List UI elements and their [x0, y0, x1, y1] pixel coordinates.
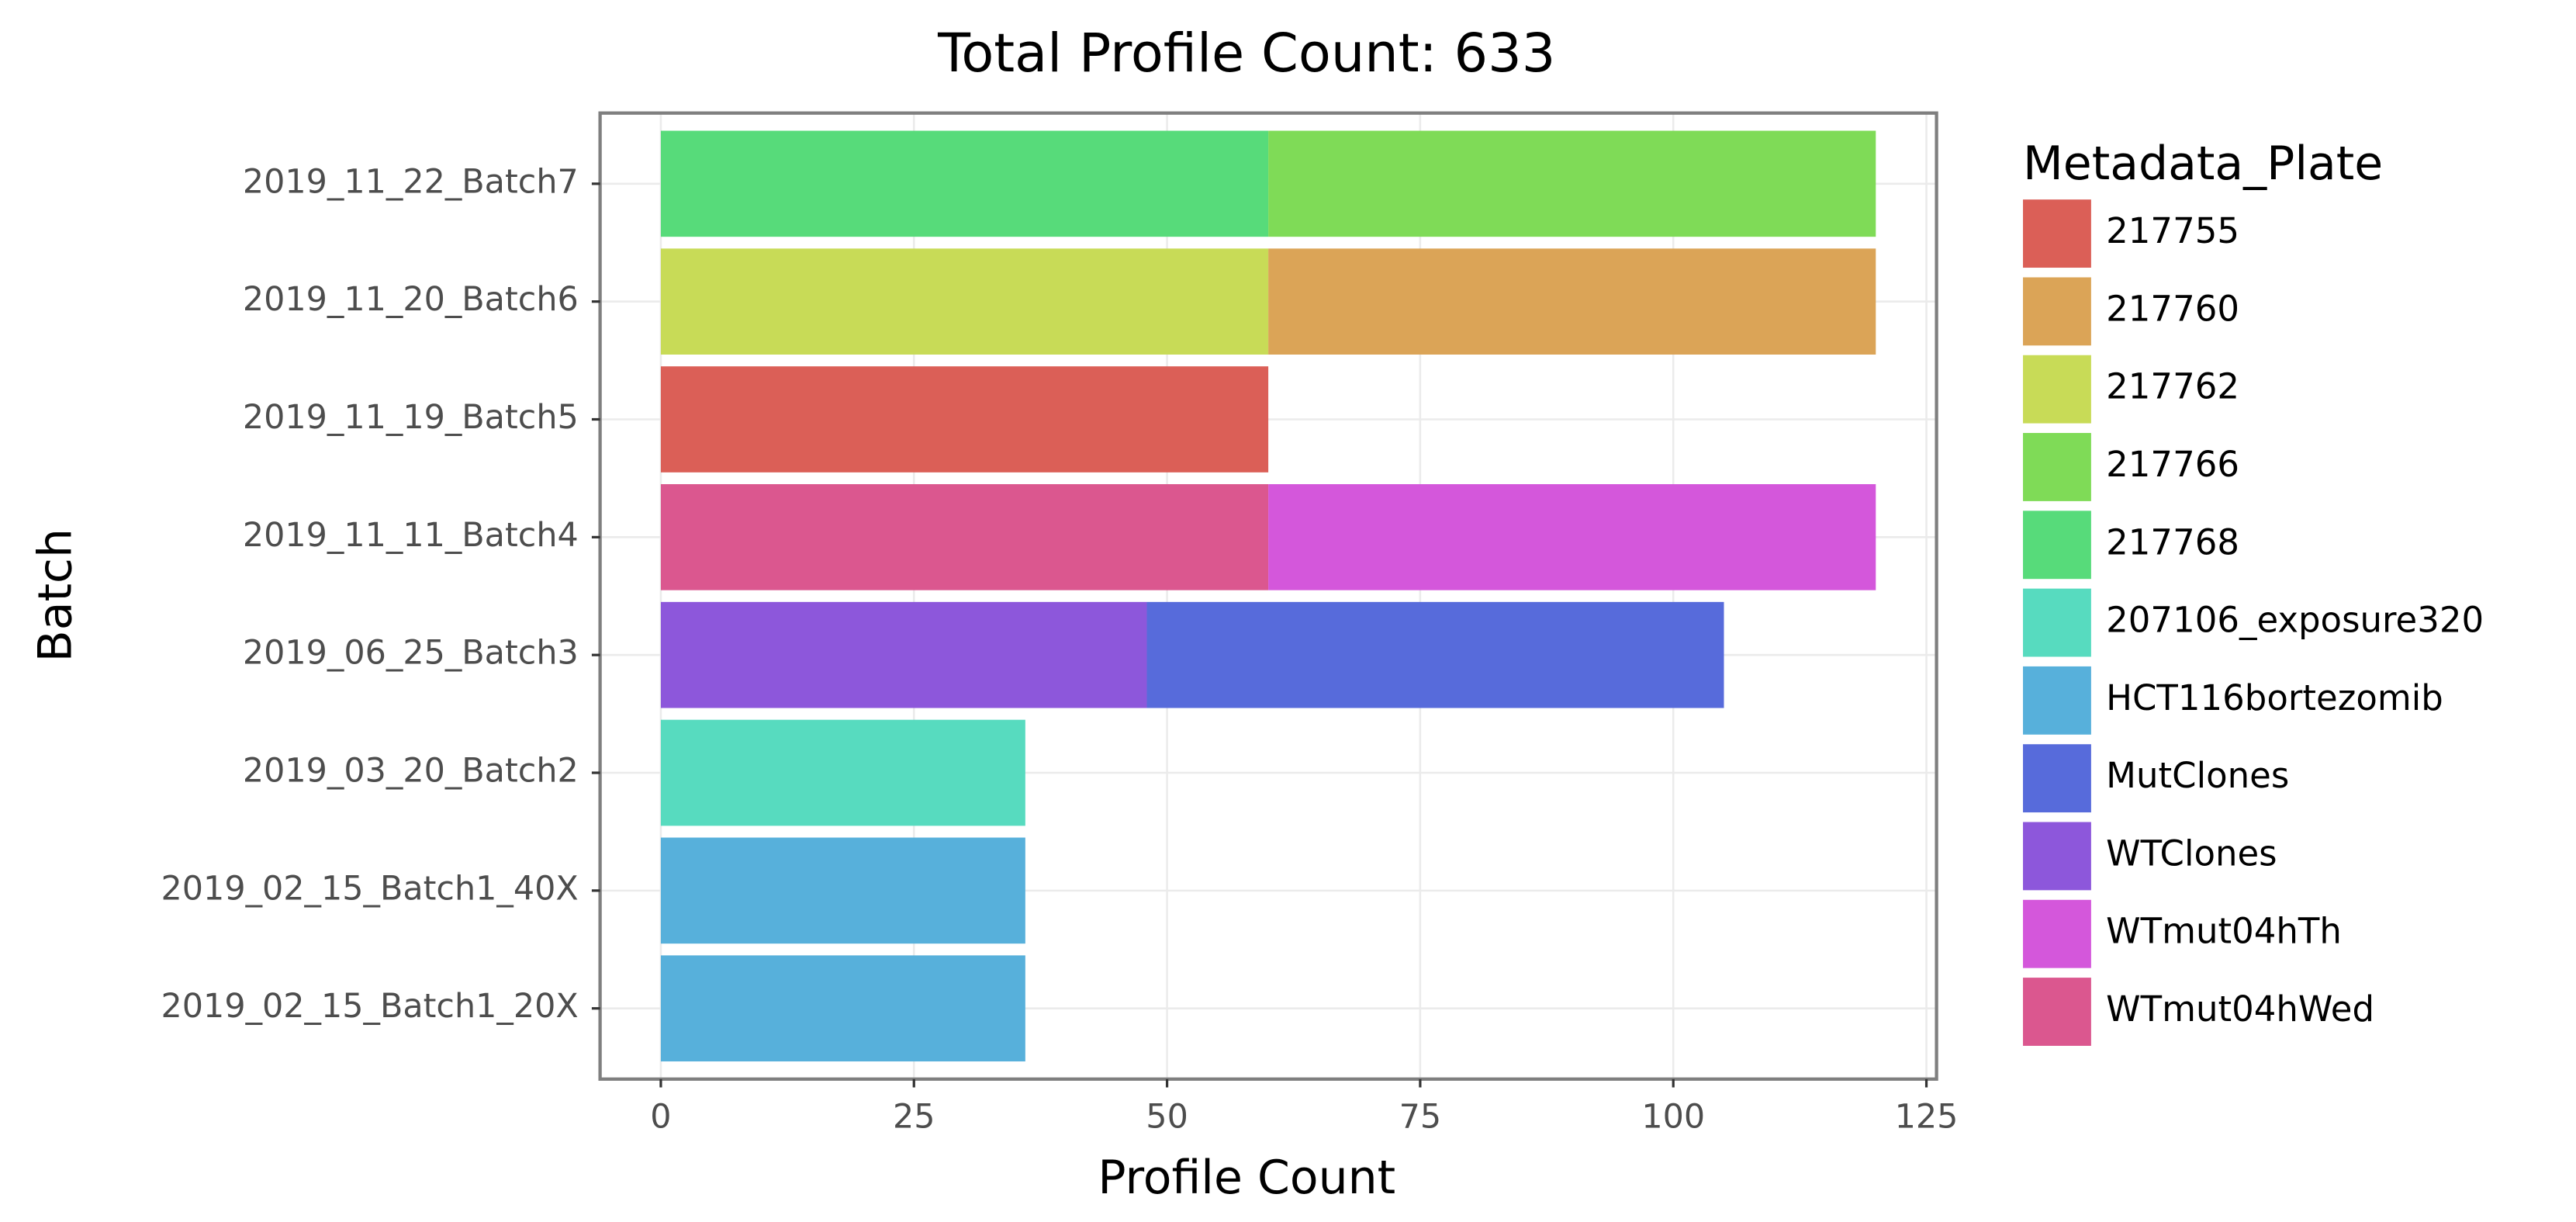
legend-swatch [2023, 433, 2091, 501]
y-tick-label: 2019_06_25_Batch3 [243, 634, 579, 673]
y-tick-label: 2019_02_15_Batch1_40X [161, 869, 579, 908]
y-tick-label: 2019_11_19_Batch5 [243, 398, 579, 437]
bar [660, 837, 1025, 944]
panel-border [598, 111, 1938, 1081]
legend-label: 207106_exposure320 [2106, 600, 2484, 641]
legend-label: 217755 [2106, 210, 2239, 251]
bar [660, 130, 1269, 237]
legend-swatch [2023, 899, 2091, 968]
bar [1268, 484, 1876, 590]
x-tick-label: 125 [1895, 1098, 1959, 1137]
legend-label: 217768 [2106, 521, 2239, 563]
legend-swatch [2023, 822, 2091, 891]
legend-swatch [2023, 588, 2091, 657]
y-tick-label: 2019_11_20_Batch6 [243, 280, 579, 319]
x-tick-label: 75 [1399, 1098, 1442, 1137]
y-axis-label: Batch [29, 528, 83, 662]
x-tick-label: 100 [1641, 1098, 1705, 1137]
bar [660, 366, 1269, 473]
legend-label: 217766 [2106, 444, 2239, 485]
legend-title: Metadata_Plate [2023, 137, 2383, 191]
legend-swatch [2023, 277, 2091, 346]
bar [1146, 601, 1724, 708]
bar [1268, 130, 1876, 237]
legend-label: HCT116bortezomib [2106, 677, 2443, 718]
legend-swatch [2023, 978, 2091, 1046]
y-tick-label: 2019_02_15_Batch1_20X [161, 987, 579, 1026]
bar [660, 601, 1147, 708]
y-tick-label: 2019_11_11_Batch4 [243, 516, 579, 555]
legend-swatch [2023, 666, 2091, 735]
x-tick-label: 0 [650, 1098, 671, 1137]
x-tick-label: 50 [1146, 1098, 1188, 1137]
bar [660, 248, 1269, 355]
legend-swatch [2023, 199, 2091, 268]
bar [660, 719, 1025, 826]
legend-label: 217762 [2106, 366, 2239, 407]
bar [660, 484, 1269, 590]
legend-label: 217760 [2106, 288, 2239, 329]
legend-label: MutClones [2106, 755, 2289, 796]
legend-swatch [2023, 744, 2091, 813]
x-tick-label: 25 [893, 1098, 935, 1137]
y-tick-label: 2019_03_20_Batch2 [243, 752, 579, 791]
legend-label: WTClones [2106, 833, 2277, 874]
chart-title: Total Profile Count: 633 [937, 23, 1555, 85]
legend-swatch [2023, 355, 2091, 424]
legend-swatch [2023, 511, 2091, 580]
plot: Total Profile Count: 633 Profile Count B… [29, 23, 2484, 1205]
bar [1268, 248, 1876, 355]
legend-label: WTmut04hWed [2106, 988, 2374, 1030]
legend-label: WTmut04hTh [2106, 911, 2342, 952]
y-tick-label: 2019_11_22_Batch7 [243, 162, 579, 201]
x-axis-label: Profile Count [1098, 1151, 1395, 1205]
bar [660, 955, 1025, 1062]
